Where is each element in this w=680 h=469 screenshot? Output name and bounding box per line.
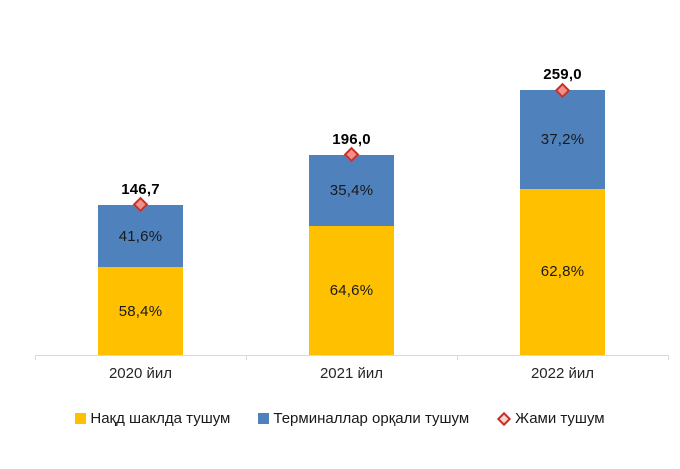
legend-item-cash: Нақд шаклда тушум: [75, 410, 230, 427]
axis-tick: [35, 355, 36, 360]
bar-segment-terminal: 41,6%: [98, 204, 183, 268]
segment-percent-label: 37,2%: [540, 130, 585, 148]
diamond-marker-icon: [497, 411, 512, 426]
legend-label-terminal: Терминаллар орқали тушум: [273, 410, 470, 427]
category-label: 2021 йил: [319, 365, 384, 382]
bar-segment-cash: 58,4%: [98, 267, 183, 355]
category-label: 2022 йил: [530, 365, 595, 382]
axis-tick: [668, 355, 669, 360]
legend: Нақд шаклда тушум Терминаллар орқали туш…: [0, 410, 680, 427]
legend-item-terminal: Терминаллар орқали тушум: [258, 410, 469, 427]
bar-segment-terminal: 37,2%: [520, 90, 605, 189]
segment-percent-label: 62,8%: [540, 263, 585, 281]
total-label: 146,7: [121, 180, 160, 198]
segment-percent-label: 58,4%: [118, 302, 163, 320]
axis-tick: [457, 355, 458, 360]
legend-label-cash: Нақд шаклда тушум: [90, 410, 231, 427]
bar-segment-terminal: 35,4%: [309, 154, 394, 226]
legend-label-total: Жами тушум: [515, 410, 605, 427]
segment-percent-label: 35,4%: [329, 181, 374, 199]
segment-percent-label: 41,6%: [118, 227, 163, 245]
legend-item-total: Жами тушум: [497, 410, 605, 427]
bar-segment-cash: 64,6%: [309, 225, 394, 355]
total-label: 259,0: [543, 66, 582, 84]
terminal-swatch-icon: [258, 413, 270, 424]
segment-percent-label: 64,6%: [329, 281, 374, 299]
x-axis-line: [35, 355, 668, 356]
category-label: 2020 йил: [108, 365, 173, 382]
axis-tick: [246, 355, 247, 360]
cash-swatch-icon: [75, 413, 87, 424]
bar-segment-cash: 62,8%: [520, 188, 605, 355]
total-label: 196,0: [332, 130, 371, 148]
